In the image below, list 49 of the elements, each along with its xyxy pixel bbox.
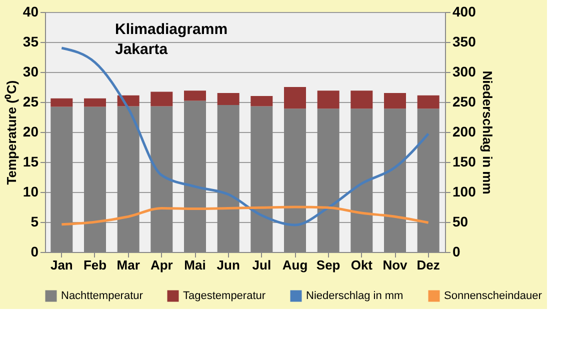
x-tick-label: Apr [150,258,173,272]
bar [384,93,406,109]
x-tick-label: Nov [382,258,408,272]
y-tick-label: 5 [30,214,39,230]
line-series [60,206,430,226]
y2-tick-label: 250 [452,94,476,110]
y-tick-label: 35 [22,34,39,50]
y-tick-label: 15 [22,154,39,170]
legend-label: Nachttemperatur [61,290,144,302]
y-tick-label: 25 [22,94,39,110]
bar [284,87,306,109]
y2-tick-label: 350 [452,34,476,50]
bar [184,90,206,101]
y2-tick-label: 300 [452,64,476,80]
bar [150,92,173,106]
x-tick-label: Okt [350,258,374,272]
x-tick-label: Feb [83,258,107,272]
bar [417,95,440,109]
legend-label: Tagestemperatur [183,290,266,302]
x-tick-label: Jan [50,258,73,272]
x-tick-label: Sep [316,258,340,272]
y2-tick-label: 150 [452,154,476,170]
y2-tick-label: 100 [452,184,476,200]
y-tick-label: 40 [22,4,39,20]
legend-label: Niederschlag in mm [306,290,404,302]
y-axis-title: Temperature (⁰C) [4,80,19,185]
y-tick-label: 30 [22,64,39,80]
y2-tick-label: 50 [452,214,468,230]
y-tick-label: 10 [22,184,39,200]
text: Klimadiagramm Jakarta [115,21,228,58]
y2-tick-label: 400 [452,4,476,20]
bar [250,96,273,106]
bar [50,98,73,107]
y-tick-label: 20 [22,124,39,140]
bar [217,93,240,105]
x-tick-label: Jul [252,258,272,272]
y2-tick-label: 200 [452,124,476,140]
x-tick-label: Jun [216,258,240,272]
x-tick-label: Mai [184,258,206,272]
y2-axis-title: Niederschlag in mm [480,70,495,194]
bar [317,90,340,109]
bar [350,90,373,109]
x-tick-label: Dez [416,258,440,272]
bar [84,98,106,107]
y-tick-label: 0 [30,244,39,260]
x-tick-label: Mar [116,258,140,272]
y2-tick-label: 0 [452,244,460,260]
legend-label: Sonnenscheindauer [444,290,542,302]
x-tick-label: Aug [282,258,308,272]
